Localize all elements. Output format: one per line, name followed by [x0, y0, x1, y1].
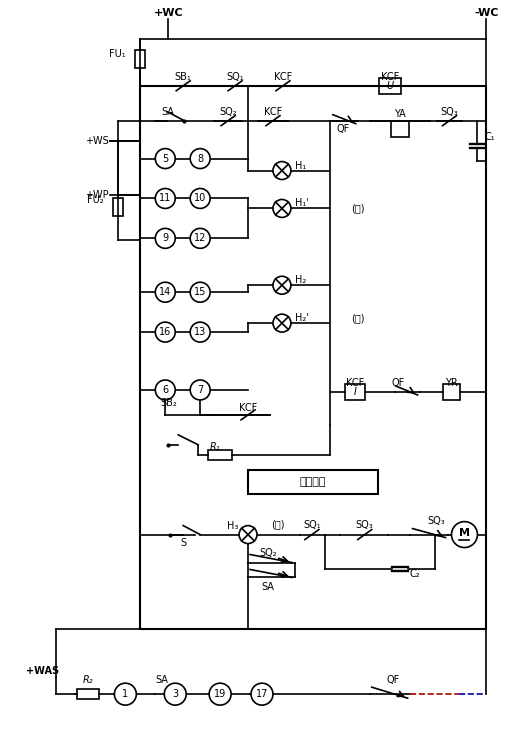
Circle shape [164, 683, 186, 705]
Text: (黄): (黄) [271, 520, 285, 530]
Circle shape [273, 162, 291, 180]
Text: SQ₂: SQ₂ [259, 548, 277, 557]
Circle shape [155, 322, 175, 342]
Text: 19: 19 [214, 689, 226, 699]
Text: SQ₂: SQ₂ [219, 106, 237, 117]
Text: I: I [353, 387, 356, 397]
Text: H₁: H₁ [295, 160, 306, 171]
Text: +WP: +WP [85, 190, 109, 201]
Text: SQ₃: SQ₃ [441, 106, 458, 117]
Circle shape [190, 380, 210, 400]
Text: M: M [459, 527, 470, 538]
Bar [345, 384, 365, 400]
Text: FU₂: FU₂ [87, 195, 103, 205]
Circle shape [114, 683, 136, 705]
Text: H₂: H₂ [295, 275, 306, 285]
Text: H₁': H₁' [295, 198, 309, 208]
Circle shape [155, 189, 175, 208]
Text: 14: 14 [159, 287, 171, 297]
Text: R₁: R₁ [210, 442, 220, 452]
Text: 保护回路: 保护回路 [300, 476, 326, 487]
Bar [391, 121, 408, 136]
Text: H₂': H₂' [295, 313, 309, 323]
Text: 13: 13 [194, 327, 206, 337]
Text: -WC: -WC [474, 8, 499, 18]
Text: (红): (红) [351, 313, 365, 323]
Text: 9: 9 [162, 234, 168, 243]
Text: SB₁: SB₁ [175, 72, 192, 82]
Circle shape [190, 282, 210, 302]
Text: KCF: KCF [264, 106, 282, 117]
Circle shape [190, 228, 210, 249]
Bar [208, 450, 232, 460]
Text: QF: QF [391, 378, 404, 388]
Circle shape [251, 683, 273, 705]
Text: U: U [386, 81, 393, 91]
Text: 17: 17 [256, 689, 268, 699]
Text: +WAS: +WAS [26, 666, 59, 676]
Text: KCF: KCF [274, 72, 292, 82]
Text: FU₁: FU₁ [109, 49, 125, 59]
Text: YR: YR [445, 378, 458, 388]
Circle shape [190, 322, 210, 342]
Circle shape [209, 683, 231, 705]
Text: 6: 6 [162, 385, 168, 395]
Text: +WC: +WC [153, 8, 183, 18]
Bar [248, 470, 378, 494]
Circle shape [155, 148, 175, 169]
Circle shape [155, 380, 175, 400]
Circle shape [190, 148, 210, 169]
Text: 10: 10 [194, 193, 206, 204]
Circle shape [273, 314, 291, 332]
Bar [135, 50, 145, 68]
Circle shape [452, 521, 477, 548]
Circle shape [273, 199, 291, 217]
Text: R₂: R₂ [83, 675, 94, 685]
Circle shape [155, 228, 175, 249]
Text: 5: 5 [162, 154, 169, 163]
Circle shape [239, 526, 257, 544]
Text: SB₂: SB₂ [160, 398, 177, 408]
Text: 11: 11 [159, 193, 171, 204]
Circle shape [155, 282, 175, 302]
Text: S: S [180, 538, 186, 548]
Text: YA: YA [394, 109, 405, 118]
Bar [443, 384, 461, 400]
Bar [140, 86, 486, 629]
Text: KCF: KCF [239, 403, 257, 413]
Text: KCF: KCF [380, 72, 399, 82]
Bar [77, 689, 100, 699]
Text: SA: SA [156, 675, 169, 685]
Text: 3: 3 [172, 689, 178, 699]
Text: 7: 7 [197, 385, 203, 395]
Text: QF: QF [336, 124, 349, 133]
Text: SQ₁: SQ₁ [226, 72, 244, 82]
Text: C₁: C₁ [484, 132, 495, 142]
Text: C₂: C₂ [409, 569, 420, 580]
Text: (绿): (绿) [351, 204, 365, 213]
Text: H₃: H₃ [227, 521, 239, 530]
Text: 1: 1 [122, 689, 129, 699]
Text: +WS: +WS [85, 136, 109, 145]
Circle shape [273, 276, 291, 294]
Text: 8: 8 [197, 154, 203, 163]
Text: 16: 16 [159, 327, 171, 337]
Text: SQ₃: SQ₃ [356, 520, 374, 530]
Text: 15: 15 [194, 287, 207, 297]
Text: SA: SA [261, 583, 275, 592]
Text: SQ₁: SQ₁ [303, 520, 321, 530]
Bar [113, 198, 123, 216]
Bar [379, 78, 401, 94]
Text: SQ₃: SQ₃ [428, 515, 445, 526]
Text: 12: 12 [194, 234, 207, 243]
Text: QF: QF [386, 675, 399, 685]
Circle shape [190, 189, 210, 208]
Text: KCF: KCF [346, 378, 364, 388]
Text: SA: SA [162, 106, 174, 117]
